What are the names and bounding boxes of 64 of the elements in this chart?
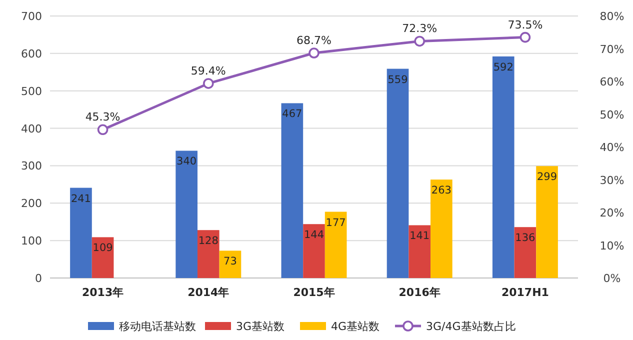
- data-label: 144: [304, 229, 324, 242]
- x-tick-label: 2015年: [293, 286, 335, 299]
- data-label: 559: [388, 74, 408, 86]
- bar: [176, 150, 198, 278]
- x-tick-label: 2016年: [398, 286, 440, 299]
- x-tick-label: 2017H1: [501, 286, 549, 299]
- bar: [430, 180, 452, 278]
- data-label: 592: [493, 61, 514, 74]
- data-label: 467: [282, 108, 302, 120]
- point: [97, 124, 108, 136]
- y2-tick-label: 70%: [600, 42, 624, 56]
- data-label: 177: [326, 216, 346, 229]
- y-tick-label: 200: [21, 197, 42, 210]
- point: [308, 48, 320, 58]
- y-tick-label: 0: [35, 272, 42, 285]
- bar: [514, 227, 536, 278]
- y2-tick-label: 30%: [600, 174, 624, 187]
- y2-tick-label: 80%: [600, 10, 624, 23]
- bar: [197, 230, 220, 278]
- y2-tick-label: 60%: [600, 76, 624, 88]
- x-tick-label: 2014年: [188, 286, 230, 299]
- bar: [219, 250, 242, 278]
- y-tick-label: 100: [21, 234, 42, 248]
- legend-label: 移动电话基站数: [119, 320, 196, 333]
- bar: [303, 224, 325, 278]
- data-label: 109: [92, 242, 113, 254]
- y2-tick-label: 0%: [603, 272, 621, 285]
- data-label: 59.4%: [190, 64, 226, 78]
- bar: [492, 56, 514, 278]
- bar: [70, 188, 92, 278]
- data-label: 45.3%: [85, 110, 120, 124]
- y2-tick-label: 40%: [600, 141, 624, 154]
- data-label: 72.3%: [402, 22, 438, 36]
- data-label: 73: [224, 256, 237, 268]
- y-tick-label: 500: [21, 84, 42, 98]
- y-tick-label: 300: [21, 160, 42, 173]
- y-tick-label: 700: [21, 10, 42, 23]
- bar: [536, 166, 558, 278]
- y-tick-label: 400: [21, 122, 42, 136]
- data-label: 73.5%: [508, 18, 543, 32]
- x-tick-label: 2013年: [82, 286, 124, 299]
- data-label: 136: [515, 232, 536, 244]
- bar: [386, 68, 409, 278]
- data-label: 340: [176, 156, 197, 168]
- y2-tick-label: 10%: [600, 239, 624, 252]
- point: [414, 36, 425, 47]
- bar: [408, 225, 431, 278]
- y2-tick-label: 20%: [600, 206, 624, 220]
- data-label: 299: [537, 171, 558, 184]
- data-label: 128: [198, 235, 218, 248]
- data-label: 241: [70, 192, 91, 205]
- data-label: 263: [431, 184, 452, 197]
- y-tick-label: 600: [21, 47, 42, 60]
- legend-label: 3G/4G基站数占比: [426, 320, 516, 333]
- legend-label: 3G基站数: [236, 320, 285, 333]
- bar: [92, 237, 114, 278]
- point: [520, 32, 531, 43]
- legend-label: 4G基站数: [331, 320, 380, 333]
- bar: [324, 212, 347, 278]
- data-label: 141: [410, 230, 430, 242]
- data-label: 68.7%: [296, 34, 332, 48]
- y2-tick-label: 50%: [600, 108, 624, 122]
- point: [203, 78, 214, 89]
- bar: [281, 103, 304, 278]
